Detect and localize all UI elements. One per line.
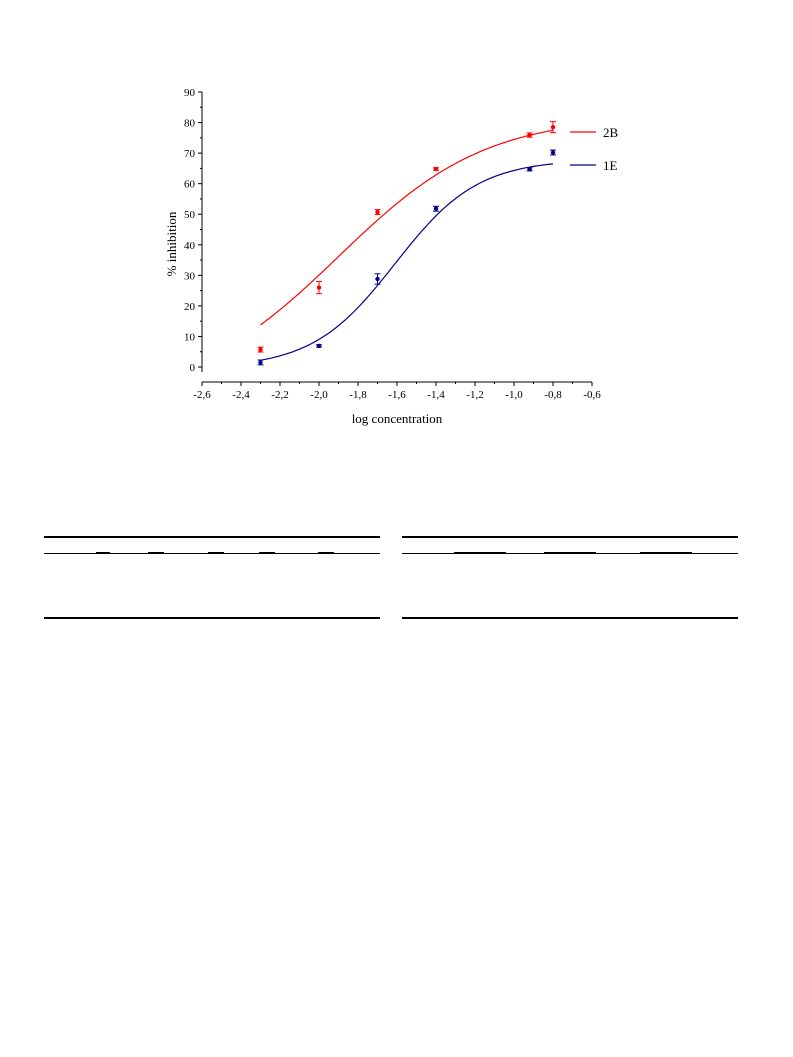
header-underline bbox=[208, 552, 224, 554]
point-marker bbox=[527, 167, 532, 172]
y-axis-label: % inhibition bbox=[164, 211, 179, 276]
y-tick-label: 50 bbox=[184, 209, 196, 221]
x-axis-label: log concentration bbox=[352, 411, 443, 426]
dose-response-chart: 0 10 20 30 40 50 60 70 80 90 -2,6 -2,4 -2,2 -2,0 -1,8 -… bbox=[164, 87, 619, 426]
point-marker bbox=[375, 209, 380, 215]
fitted-curves bbox=[260, 129, 554, 361]
data-point bbox=[374, 273, 381, 285]
x-tick-label: -2,2 bbox=[271, 389, 288, 401]
data-point bbox=[550, 121, 556, 134]
table-top-rule bbox=[44, 536, 380, 538]
x-tick-label: -0,8 bbox=[544, 389, 562, 401]
data-point bbox=[257, 359, 264, 366]
data-points bbox=[257, 121, 556, 366]
x-tick-label: -1,6 bbox=[388, 389, 406, 401]
data-point bbox=[316, 280, 322, 295]
point-marker bbox=[550, 150, 556, 155]
data-point bbox=[374, 209, 381, 216]
table-bottom-rule bbox=[44, 617, 380, 619]
data-point bbox=[433, 205, 439, 212]
data-point bbox=[526, 132, 533, 138]
header-underline bbox=[544, 552, 596, 554]
legend-label: 1E bbox=[603, 158, 618, 173]
x-tick-label: -1,0 bbox=[505, 389, 523, 401]
point-marker bbox=[316, 343, 322, 349]
y-tick-label: 60 bbox=[184, 179, 196, 191]
x-tick-label: -2,0 bbox=[310, 389, 328, 401]
table-left bbox=[44, 536, 380, 626]
y-tick-label: 30 bbox=[184, 270, 196, 282]
y-tick-label: 70 bbox=[184, 148, 196, 160]
y-tick-label: 90 bbox=[184, 87, 196, 99]
x-tick-label: -2,4 bbox=[232, 389, 250, 401]
table-right bbox=[402, 536, 738, 626]
y-tick-label: 0 bbox=[190, 362, 196, 374]
table-top-rule bbox=[402, 536, 738, 538]
point-marker bbox=[433, 166, 439, 172]
x-tick-label: -1,8 bbox=[349, 389, 367, 401]
legend: 2B 1E bbox=[570, 125, 619, 173]
header-underline bbox=[454, 552, 506, 554]
axes: 0 10 20 30 40 50 60 70 80 90 -2,6 -2,4 -2,2 -2,0 -1,8 -… bbox=[184, 87, 601, 401]
data-point bbox=[550, 149, 556, 156]
header-underline bbox=[318, 552, 334, 554]
x-tick-label: -2,6 bbox=[193, 389, 211, 401]
fit-curve-1E bbox=[260, 163, 554, 361]
data-point bbox=[433, 166, 439, 172]
point-marker bbox=[375, 276, 380, 282]
x-tick-label: -1,2 bbox=[466, 389, 483, 401]
data-point bbox=[526, 167, 533, 172]
point-marker bbox=[550, 124, 556, 130]
x-tick-label: -0,6 bbox=[583, 389, 601, 401]
data-point bbox=[257, 346, 264, 353]
y-tick-label: 80 bbox=[184, 118, 196, 130]
y-tick-label: 20 bbox=[184, 301, 196, 313]
point-marker bbox=[433, 206, 439, 211]
y-tick-label: 40 bbox=[184, 240, 196, 252]
header-underline bbox=[96, 552, 110, 554]
header-underline bbox=[640, 552, 692, 554]
y-tick-label: 10 bbox=[184, 331, 196, 343]
header-underline bbox=[148, 552, 164, 554]
x-tick-label: -1,4 bbox=[427, 389, 445, 401]
fit-curve-2B bbox=[260, 129, 554, 326]
table-bottom-rule bbox=[402, 617, 738, 619]
point-marker bbox=[527, 132, 532, 138]
legend-label: 2B bbox=[603, 125, 619, 140]
header-underline bbox=[259, 552, 275, 554]
data-point bbox=[316, 343, 322, 349]
point-marker bbox=[316, 285, 322, 290]
point-marker bbox=[258, 347, 263, 352]
point-marker bbox=[258, 360, 263, 365]
